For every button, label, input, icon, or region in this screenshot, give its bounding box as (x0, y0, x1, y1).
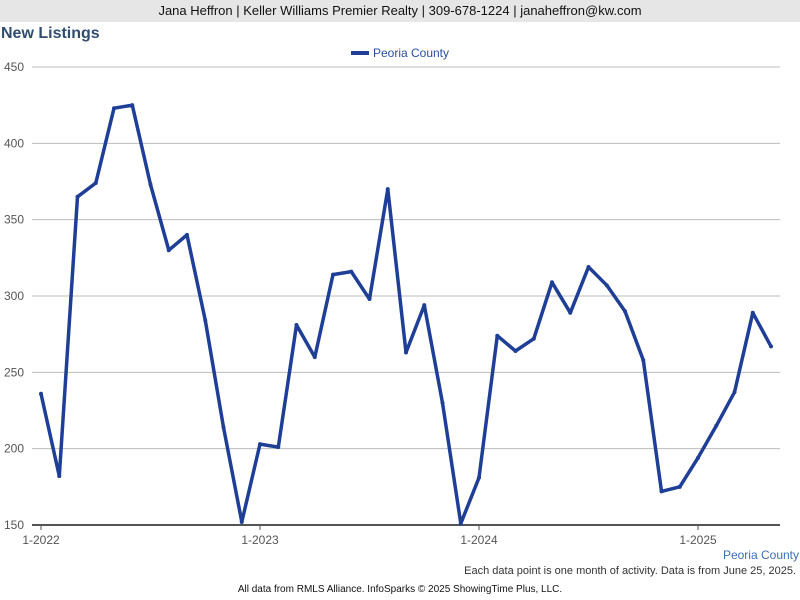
y-tick-label: 150 (4, 518, 24, 532)
data-point[interactable] (422, 303, 427, 308)
data-point[interactable] (75, 194, 80, 199)
data-point[interactable] (258, 442, 262, 447)
data-point[interactable] (112, 106, 116, 111)
legend-label: Peoria County (372, 46, 450, 60)
data-point[interactable] (440, 400, 445, 405)
data-point[interactable] (185, 232, 189, 237)
data-point[interactable] (367, 297, 372, 302)
x-tick-label: 1-2022 (22, 533, 60, 547)
data-point[interactable] (221, 425, 226, 430)
data-point[interactable] (331, 272, 335, 277)
data-point[interactable] (349, 269, 354, 274)
series-line[interactable] (39, 103, 773, 526)
agent-header: Jana Heffron | Keller Williams Premier R… (0, 0, 800, 22)
y-tick-label: 350 (4, 213, 24, 227)
y-tick-label: 400 (4, 136, 24, 150)
y-tick-label: 250 (4, 365, 24, 379)
data-point[interactable] (148, 182, 153, 187)
data-point[interactable] (732, 390, 737, 395)
data-point[interactable] (696, 455, 700, 460)
data-point[interactable] (404, 350, 408, 355)
data-point[interactable] (312, 355, 317, 360)
chart-title: New Listings (1, 25, 100, 42)
data-point[interactable] (130, 103, 135, 108)
data-point[interactable] (294, 323, 299, 328)
data-point[interactable] (385, 187, 390, 192)
grid-lines (32, 66, 780, 526)
series-layer (39, 103, 773, 526)
data-point[interactable] (750, 310, 755, 315)
y-tick-label: 200 (4, 442, 24, 456)
data-point[interactable] (531, 336, 536, 341)
x-axis-ticks: 1-2022 1-2023 1-2024 1-2025 (22, 525, 717, 547)
data-point[interactable] (203, 318, 208, 323)
data-point[interactable] (276, 445, 281, 450)
legend[interactable]: Peoria County (0, 46, 800, 60)
data-point[interactable] (239, 519, 244, 524)
footer-credit: All data from RMLS Alliance. InfoSparks … (237, 584, 563, 595)
data-point[interactable] (641, 358, 646, 363)
data-point[interactable] (769, 344, 773, 349)
y-axis-ticks: 150 200 250 300 350 400 450 (4, 60, 24, 532)
data-point[interactable] (677, 484, 682, 489)
series-tag: Peoria County (722, 548, 799, 562)
y-tick-label: 450 (4, 60, 24, 74)
data-point[interactable] (166, 248, 171, 253)
data-point[interactable] (495, 333, 500, 338)
data-point[interactable] (659, 489, 664, 494)
data-point[interactable] (93, 181, 98, 186)
data-point[interactable] (513, 348, 518, 353)
data-point[interactable] (477, 475, 481, 480)
data-note: Each data point is one month of activity… (464, 565, 796, 577)
data-point[interactable] (604, 283, 609, 288)
data-point[interactable] (39, 391, 43, 396)
x-tick-label: 1-2025 (679, 533, 717, 547)
data-point[interactable] (458, 521, 463, 526)
data-point[interactable] (57, 474, 62, 479)
legend-swatch (350, 50, 369, 55)
data-point[interactable] (623, 309, 627, 314)
data-point[interactable] (586, 264, 591, 269)
data-point[interactable] (568, 310, 573, 315)
data-point[interactable] (550, 280, 554, 285)
data-point[interactable] (714, 423, 719, 428)
x-tick-label: 1-2023 (241, 533, 279, 547)
y-tick-label: 300 (4, 289, 24, 303)
x-tick-label: 1-2024 (460, 533, 498, 547)
